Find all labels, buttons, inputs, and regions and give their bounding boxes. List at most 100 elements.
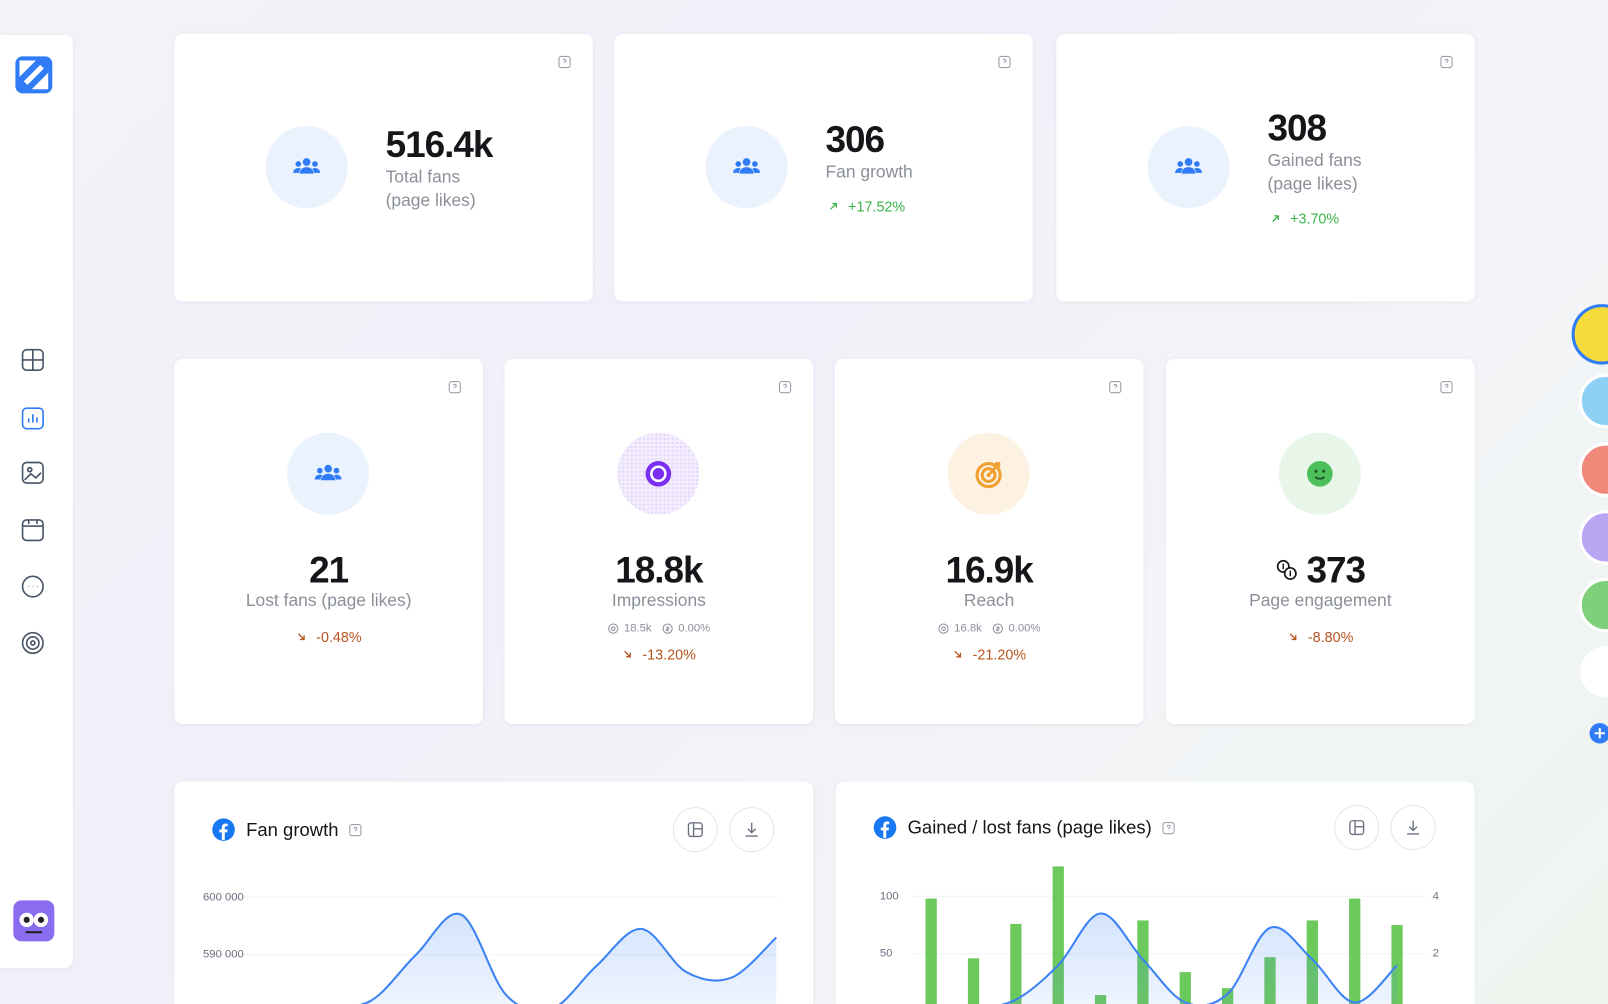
icon-part: [1440, 381, 1453, 394]
icon-part: [1444, 383, 1449, 390]
bar: [1010, 923, 1022, 1004]
icon-part: [1113, 383, 1118, 390]
icon-part: [21, 519, 44, 542]
metric-value: 18.8k: [615, 548, 703, 591]
arrow-down: [954, 650, 962, 658]
bar: [1052, 866, 1064, 1004]
icon-part: [21, 631, 44, 655]
icon-part: [975, 461, 1002, 489]
metric-card: 18.8k Impressions 18.5k 0.00% -13.20%: [504, 358, 814, 725]
metric-value-row: 16.9k: [945, 549, 1033, 591]
metric-label: Impressions: [611, 590, 706, 611]
icon-part: [298, 633, 306, 641]
stat-label: Fan growth: [825, 162, 913, 182]
line: [359, 912, 778, 1004]
icon-part: [778, 381, 792, 394]
chart-title: Fan growth: [246, 818, 339, 840]
layout-button[interactable]: [1334, 805, 1380, 851]
icon-part: [1354, 820, 1364, 835]
icon-part: [562, 58, 567, 65]
metric-details: 16.8k 0.00%: [938, 620, 1040, 636]
metric-text: 18.8k Impressions 18.5k 0.00% -13.20%: [505, 548, 814, 665]
icon-part: [1314, 476, 1325, 480]
icon-part: [26, 466, 33, 473]
icon-part: [314, 464, 342, 481]
detail-item: 18.5k: [608, 620, 652, 636]
detail-value: 18.5k: [623, 622, 652, 635]
stat-text: 306 Fan growth +17.52%: [826, 34, 947, 302]
icon-part: [21, 407, 44, 430]
icon-part: [733, 158, 761, 174]
metric-label: Lost fans (page likes): [245, 590, 412, 611]
y-tick-label: 600 000: [203, 891, 244, 903]
download-button[interactable]: [729, 807, 775, 853]
y-tick-label: 590 000: [203, 949, 244, 961]
icon-part: [987, 462, 1001, 477]
icon-part: [1307, 460, 1333, 487]
icon-part: [1109, 381, 1122, 394]
icon-part: [692, 822, 703, 837]
icon-part: [25, 636, 40, 650]
icon-part: [666, 626, 670, 632]
icon-part: [745, 822, 758, 837]
icon-part: [317, 467, 323, 474]
chart: 50 100 2 4: [880, 866, 1439, 1004]
icon-part: [21, 348, 44, 372]
icon-part: [1578, 577, 1608, 633]
stat-text: 308 Gained fans (page likes) +3.70%: [1268, 34, 1389, 302]
icon-part: [733, 168, 741, 173]
icon-part: [21, 575, 44, 598]
metric-text: 16.9k Reach 16.8k 0.00% -21.20%: [835, 549, 1144, 665]
layout-button[interactable]: [672, 807, 718, 853]
icon-part: [37, 916, 45, 923]
team-avatars[interactable]: [1559, 297, 1608, 758]
help-icon: [998, 55, 1011, 69]
change-value: -8.80%: [1307, 628, 1354, 646]
bar: [1349, 898, 1361, 1004]
arrow-up: [830, 202, 837, 210]
metric-glyph: [975, 461, 1002, 489]
icon-part: [448, 381, 461, 394]
chart-header: Fan growth: [211, 817, 362, 842]
icon-part: [314, 474, 323, 480]
metric-value: 21: [309, 548, 349, 591]
icon-part: [1578, 510, 1608, 565]
icon-part: [21, 461, 44, 484]
help-icon: [1440, 55, 1453, 69]
arrow-up: [1272, 214, 1279, 222]
icon-part: [22, 349, 44, 371]
icon-part: [1314, 469, 1318, 473]
chart-card: 50 100 2 4 Gained / lost fans (page likes): [835, 781, 1475, 1004]
icon-part: [321, 473, 336, 481]
icon-part: [21, 348, 44, 655]
icon-part: [735, 161, 742, 167]
metric-label: Page engagement: [1249, 590, 1392, 611]
help-icon: [1162, 821, 1175, 834]
metric-value-row: 21: [309, 548, 349, 591]
change-value: -13.20%: [642, 646, 696, 663]
icon-part: [1002, 58, 1007, 65]
stat-icon: [705, 126, 788, 209]
arrow-down: [624, 650, 632, 658]
download-button[interactable]: [1390, 805, 1436, 851]
icon-part: [611, 626, 617, 631]
y-tick-label: 50: [880, 948, 893, 960]
detail-icon: [993, 623, 1004, 634]
icon-part: [24, 472, 42, 481]
icon-part: [1162, 821, 1175, 834]
icon-part: [1175, 168, 1183, 173]
icon-part: [29, 640, 36, 646]
chart-title: Gained / lost fans (page likes): [907, 816, 1152, 838]
metric-glyph: [1307, 460, 1333, 487]
arrow-down: [298, 633, 306, 641]
icon-part: [21, 461, 44, 484]
icon-part: [1194, 168, 1203, 173]
sidebar-icons: [13, 56, 55, 942]
arrow-down: [1289, 633, 1297, 641]
people-icon: [293, 158, 321, 174]
bar: [1179, 972, 1191, 1004]
stat-card: 308 Gained fans (page likes) +3.70%: [1056, 33, 1475, 302]
icon-part: [27, 414, 38, 423]
detail-item: 16.8k: [938, 620, 982, 636]
